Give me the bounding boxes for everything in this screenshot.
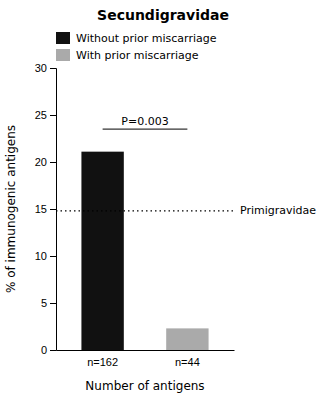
reference-line bbox=[56, 210, 234, 211]
y-tick-mark bbox=[50, 162, 56, 163]
y-tick-label: 30 bbox=[35, 62, 47, 74]
legend: Without prior miscarriage With prior misc… bbox=[56, 32, 217, 62]
legend-item: With prior miscarriage bbox=[56, 49, 199, 62]
y-tick-mark bbox=[50, 303, 56, 304]
legend-swatch bbox=[56, 49, 70, 61]
x-axis-title: Number of antigens bbox=[85, 379, 204, 393]
marks bbox=[56, 129, 234, 350]
y-tick-label: 10 bbox=[35, 250, 47, 262]
y-axis-line bbox=[50, 69, 57, 351]
x-tick: n=162 bbox=[87, 350, 118, 368]
y-tick-label: 5 bbox=[41, 297, 47, 309]
y-tick: 5 bbox=[41, 297, 56, 309]
y-tick-mark bbox=[50, 256, 56, 257]
legend-swatch bbox=[56, 32, 70, 44]
reference-line-label: Primigravidae bbox=[240, 204, 316, 217]
x-tick: n=44 bbox=[175, 350, 200, 368]
y-axis-title: % of immunogenic antigens bbox=[4, 125, 18, 293]
y-tick-mark bbox=[50, 68, 56, 69]
x-axis-line bbox=[57, 350, 235, 351]
legend-item: Without prior miscarriage bbox=[56, 32, 217, 45]
y-tick-mark bbox=[50, 209, 56, 210]
y-tick-mark bbox=[50, 115, 56, 116]
y-tick-mark bbox=[50, 350, 56, 351]
y-tick: 25 bbox=[35, 109, 56, 121]
y-tick: 30 bbox=[35, 62, 56, 74]
significance-label: P=0.003 bbox=[121, 115, 168, 128]
y-tick-label: 15 bbox=[35, 203, 47, 215]
significance-bracket bbox=[103, 129, 188, 130]
y-tick: 0 bbox=[41, 344, 56, 356]
title: Secundigravidae bbox=[97, 7, 229, 23]
plot: 0 5 10 15 20 25 30 n=162 n=44 Primigravidae P=0.00… bbox=[35, 62, 317, 368]
y-tick: 15 bbox=[35, 203, 56, 215]
y-axis: 0 5 10 15 20 25 30 bbox=[35, 62, 57, 356]
y-tick-label: 0 bbox=[41, 344, 47, 356]
y-tick: 20 bbox=[35, 156, 56, 168]
x-tick-label: n=44 bbox=[175, 356, 200, 368]
bar bbox=[81, 152, 123, 350]
legend-label: With prior miscarriage bbox=[76, 49, 199, 62]
legend-label: Without prior miscarriage bbox=[76, 32, 217, 45]
y-tick-label: 20 bbox=[35, 156, 47, 168]
x-axis: n=162 n=44 bbox=[57, 350, 235, 368]
bar bbox=[166, 328, 208, 350]
chart: Secundigravidae Without prior miscarriage… bbox=[0, 0, 326, 400]
y-tick: 10 bbox=[35, 250, 56, 262]
x-tick-label: n=162 bbox=[87, 356, 118, 368]
y-tick-label: 25 bbox=[35, 109, 47, 121]
